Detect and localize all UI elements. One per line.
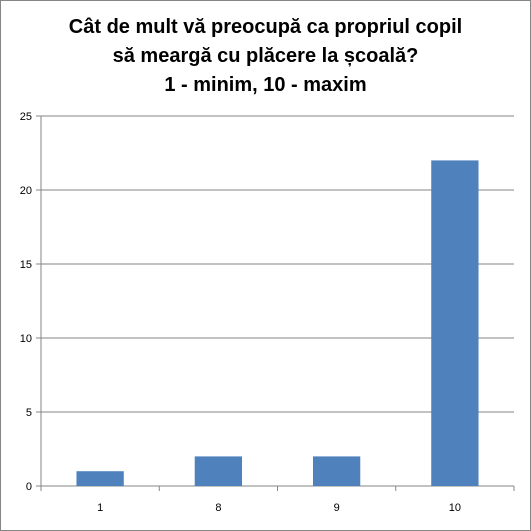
chart-title-line-3: 1 - minim, 10 - maxim [164,74,367,96]
y-tick-label: 0 [26,481,32,493]
y-tick-label: 5 [26,407,32,419]
bar-10 [431,160,479,486]
bar-9 [312,456,361,486]
x-tick-label: 1 [97,502,103,514]
bar-1 [76,471,124,486]
x-tick-label: 9 [334,502,340,514]
bar-8 [194,456,243,486]
y-tick-label: 25 [20,111,32,123]
chart-title-line-1: Cât de mult vă preocupă ca propriul copi… [68,16,463,38]
y-tick-label: 15 [20,259,32,271]
chart-title: Cât de mult vă preocupă ca propriul copi… [1,13,530,100]
x-tick-label: 8 [215,502,221,514]
y-tick-label: 10 [20,333,32,345]
x-tick-label: 10 [449,502,461,514]
chart-title-line-2: să meargă cu plăcere la școală? [112,45,419,67]
y-tick-label: 20 [20,185,32,197]
